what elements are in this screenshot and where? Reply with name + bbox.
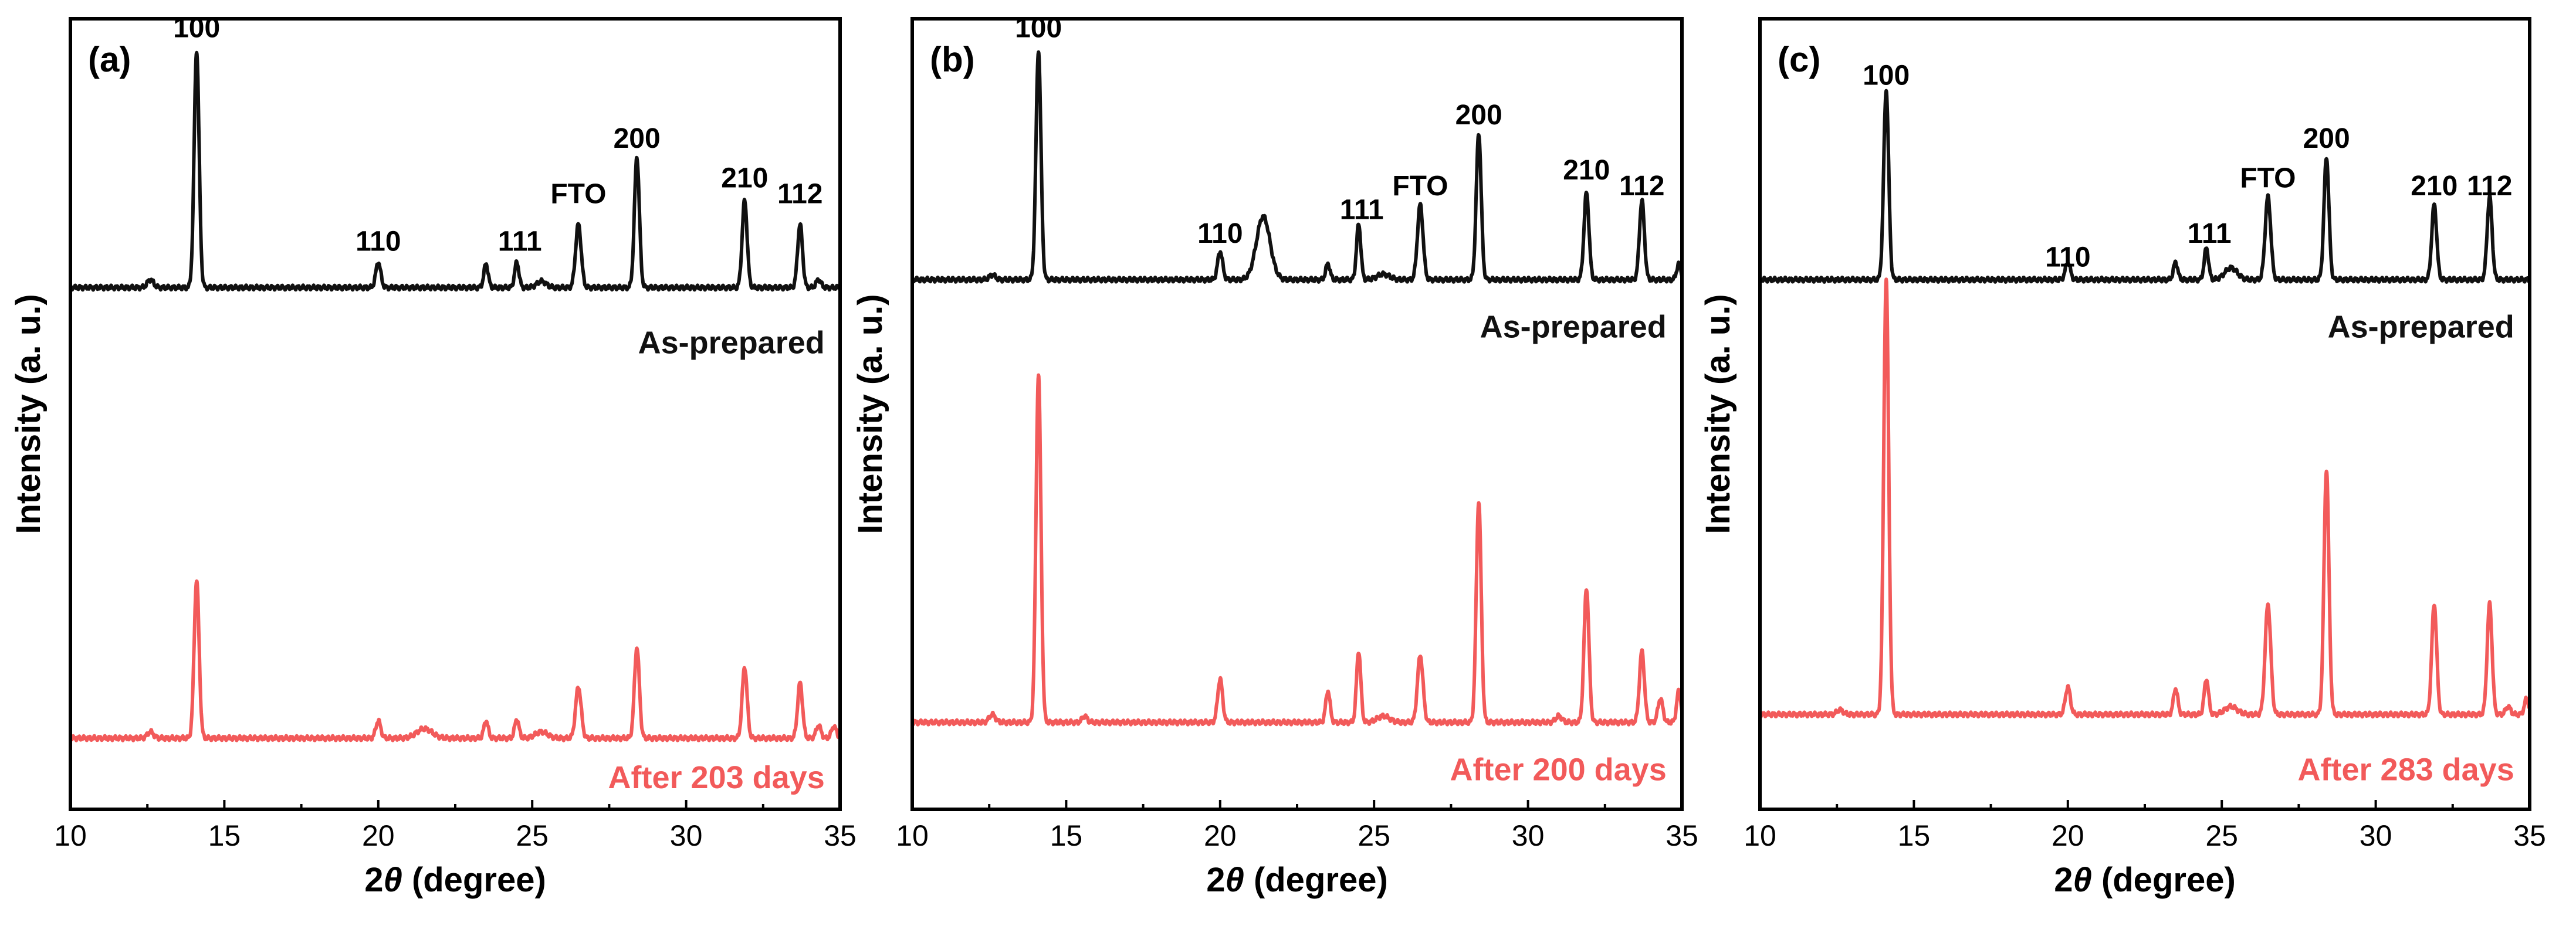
peak-label: 210 [721,163,768,194]
x-tick-label: 20 [362,819,395,852]
x-tick-label: 25 [516,819,549,852]
peak-label: FTO [2240,163,2296,194]
x-tick-label: 15 [1898,819,1931,852]
series-label: After 203 days [608,760,825,795]
chart-panel-3: 10 15 20 25 30 35 2θ (degree) Intensity (a. u.)… [1699,17,2546,899]
peak-label: 112 [1619,171,1664,202]
x-tick-label: 30 [1512,819,1545,852]
peak-label: 100 [173,12,220,43]
peak-label: 210 [1563,155,1610,186]
series-label: After 283 days [2298,752,2514,788]
x-axis-label: 2θ (degree) [364,861,546,899]
y-axis-label: Intensity (a. u.) [851,294,889,534]
x-axis-label: 2θ (degree) [1206,861,1388,899]
panel-label: (b) [930,40,975,79]
peak-label: 111 [1340,195,1384,226]
series-line-aged [69,579,842,742]
x-tick-label: 30 [2360,819,2392,852]
x-tick-label: 35 [2513,819,2546,852]
peak-label: FTO [1392,171,1448,202]
x-tick-label: 35 [1666,819,1698,852]
peak-label: 110 [356,226,401,257]
series-line-as-prepared [1758,89,2531,284]
x-tick-label: 35 [824,819,857,852]
peak-label: 100 [1863,60,1910,91]
panel-label: (a) [88,40,131,79]
peak-label: 112 [2467,171,2512,202]
y-axis-label: Intensity (a. u.) [1699,294,1737,534]
peak-label: FTO [550,179,606,210]
series-label: As-prepared [2328,310,2514,345]
series-line-aged [910,373,1684,727]
x-tick-label: 25 [1358,819,1390,852]
x-tick-label: 10 [1744,819,1776,852]
x-tick-label: 15 [1050,819,1083,852]
x-tick-label: 30 [670,819,703,852]
panel-label: (c) [1778,40,1820,79]
peak-label: 200 [2303,123,2350,154]
peak-label: 111 [2188,218,2232,249]
series-label: After 200 days [1450,752,1667,788]
peak-label: 200 [1455,100,1502,131]
series-line-as-prepared [69,50,842,292]
series-label: As-prepared [638,325,825,361]
series-line-as-prepared [910,50,1684,284]
x-tick-label: 10 [896,819,929,852]
peak-label: 200 [614,123,661,154]
x-tick-label: 15 [208,819,241,852]
chart-panel-2: 10 15 20 25 30 35 2θ (degree) Intensity (a. u.)… [851,12,1698,899]
series-line-aged [1758,277,2531,719]
series-label: As-prepared [1480,310,1667,345]
peak-label: 100 [1015,12,1062,43]
peak-label: 111 [498,226,542,257]
peak-label: 110 [2045,242,2090,273]
x-axis-label: 2θ (degree) [2054,861,2236,899]
peak-label: 112 [777,179,822,210]
x-tick-label: 20 [1204,819,1237,852]
x-tick-label: 25 [2205,819,2238,852]
y-axis-label: Intensity (a. u.) [9,294,48,534]
peak-label: 210 [2411,171,2457,202]
peak-label: 110 [1197,218,1243,249]
x-tick-label: 10 [54,819,87,852]
chart-panel-1: 10 15 20 25 30 35 2θ (degree) Intensity (a. u.)… [9,12,857,899]
x-tick-label: 20 [2052,819,2084,852]
